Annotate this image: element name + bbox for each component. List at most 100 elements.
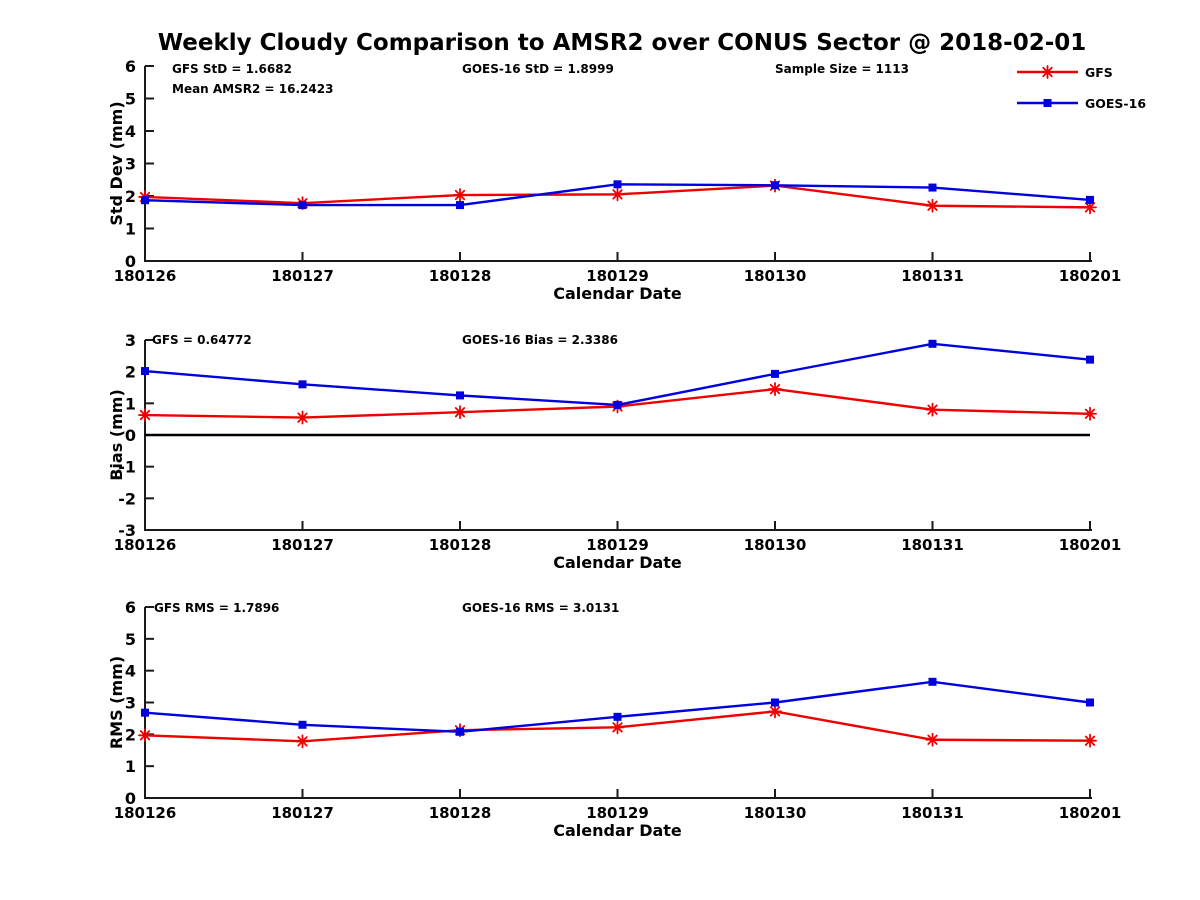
data-point-marker-goes-16 (141, 196, 149, 205)
data-point-marker-gfs (925, 402, 940, 417)
y-tick-label: 5 (125, 630, 136, 649)
y-tick-label: 0 (125, 252, 136, 271)
annotation: GOES-16 StD = 1.8999 (462, 62, 614, 76)
y-tick-label: 2 (125, 363, 136, 382)
data-point-marker-goes-16 (613, 400, 622, 409)
x-tick-label: 180127 (271, 536, 334, 554)
figure-title: Weekly Cloudy Comparison to AMSR2 over C… (157, 30, 1087, 56)
x-tick-label: 180128 (429, 267, 492, 285)
data-point-marker-goes-16 (141, 367, 149, 376)
data-point-marker-gfs (610, 720, 625, 735)
y-tick-label: 3 (125, 155, 136, 174)
x-tick-label: 180201 (1059, 267, 1122, 285)
y-tick-label: 2 (125, 187, 136, 206)
data-point-marker-goes-16 (613, 712, 622, 721)
data-point-marker-gfs (453, 405, 467, 420)
x-tick-label: 180201 (1059, 536, 1122, 554)
asterisk-spoke (1084, 735, 1096, 746)
data-point-marker-goes-16 (928, 677, 937, 686)
y-tick-label: 0 (125, 426, 136, 445)
data-point-marker-gfs (453, 188, 467, 202)
x-tick-label: 180129 (586, 536, 649, 554)
y-axis-label: Std Dev (mm) (107, 101, 126, 225)
legend-label-goes-16: GOES-16 (1085, 96, 1146, 111)
x-tick-label: 180201 (1059, 804, 1122, 822)
data-point-marker-gfs (295, 734, 310, 749)
y-tick-label: 0 (125, 789, 136, 808)
x-tick-label: 180130 (744, 536, 807, 554)
data-point-marker-goes-16 (928, 339, 937, 348)
legend-label-gfs: GFS (1085, 65, 1113, 80)
x-axis-label: Calendar Date (553, 821, 682, 840)
x-tick-label: 180128 (429, 804, 492, 822)
data-point-marker-gfs (1083, 733, 1097, 748)
data-point-marker-goes-16 (1086, 195, 1094, 204)
y-tick-label: 1 (125, 757, 136, 776)
y-tick-label: -2 (118, 489, 136, 508)
data-point-marker-gfs (925, 732, 940, 747)
x-tick-label: 180126 (114, 536, 177, 554)
asterisk-spoke (1084, 408, 1096, 419)
x-tick-label: 180126 (114, 804, 177, 822)
data-point-marker-gfs (768, 382, 782, 396)
data-point-marker-goes-16 (456, 391, 464, 400)
data-point-marker-goes-16 (298, 380, 307, 389)
data-point-marker-gfs (138, 728, 152, 743)
data-point-marker-gfs (295, 410, 310, 425)
x-tick-label: 180126 (114, 267, 177, 285)
asterisk-spoke (1084, 202, 1096, 213)
x-tick-label: 180131 (901, 267, 964, 285)
legend-marker-gfs (1040, 65, 1055, 79)
data-point-marker-goes-16 (456, 727, 464, 736)
data-point-marker-goes-16 (1086, 698, 1094, 707)
x-tick-label: 180129 (586, 267, 649, 285)
data-point-marker-gfs (768, 704, 782, 719)
y-tick-label: -1 (118, 458, 136, 477)
x-tick-label: 180131 (901, 804, 964, 822)
data-point-marker-goes-16 (141, 708, 149, 717)
annotation: GFS = 0.64772 (152, 333, 252, 347)
annotation: GOES-16 Bias = 2.3386 (462, 333, 618, 347)
y-axis-label: RMS (mm) (107, 656, 126, 749)
x-tick-label: 180129 (586, 804, 649, 822)
data-point-marker-goes-16 (1086, 355, 1094, 364)
data-point-marker-goes-16 (771, 698, 779, 707)
annotation: Mean AMSR2 = 16.2423 (172, 82, 333, 96)
asterisk-spoke (927, 734, 938, 745)
asterisk-spoke (612, 722, 623, 733)
x-tick-label: 180130 (744, 804, 807, 822)
y-tick-label: 6 (125, 57, 136, 76)
data-point-marker-goes-16 (771, 181, 779, 190)
data-point-marker-goes-16 (298, 720, 307, 729)
y-tick-label: 2 (125, 725, 136, 744)
legend-marker-goes-16 (1043, 99, 1052, 107)
data-point-marker-gfs (925, 198, 940, 213)
y-axis-label: Bias (mm) (107, 389, 126, 481)
asterisk-spoke (927, 200, 938, 211)
series-line-goes-16 (144, 342, 1091, 407)
data-point-marker-gfs (610, 187, 625, 202)
y-tick-label: 3 (125, 331, 136, 350)
data-point-marker-goes-16 (456, 201, 464, 210)
data-point-marker-gfs (1083, 406, 1097, 421)
y-tick-label: 5 (125, 90, 136, 109)
asterisk-spoke (454, 189, 466, 201)
asterisk-spoke (769, 706, 781, 717)
annotation: GOES-16 RMS = 3.0131 (462, 601, 619, 615)
y-tick-label: 4 (125, 122, 136, 141)
asterisk-spoke (1042, 66, 1053, 78)
y-tick-label: 1 (125, 220, 136, 239)
y-tick-label: 6 (125, 598, 136, 617)
data-point-marker-goes-16 (613, 180, 622, 189)
asterisk-spoke (612, 189, 623, 200)
asterisk-spoke (297, 412, 308, 423)
annotation: GFS StD = 1.6682 (172, 62, 292, 76)
asterisk-spoke (139, 409, 151, 421)
data-point-marker-goes-16 (771, 369, 779, 378)
x-tick-label: 180130 (744, 267, 807, 285)
x-axis-label: Calendar Date (553, 284, 682, 303)
asterisk-spoke (297, 736, 308, 747)
x-tick-label: 180127 (271, 804, 334, 822)
y-tick-label: -3 (118, 521, 136, 540)
